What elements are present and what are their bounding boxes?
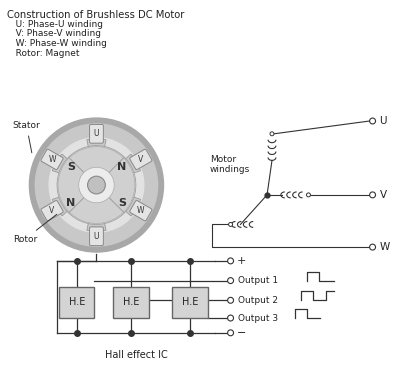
Wedge shape: [87, 217, 106, 231]
Text: N: N: [118, 162, 127, 172]
Text: Output 1: Output 1: [238, 276, 278, 285]
Wedge shape: [87, 139, 106, 153]
Wedge shape: [69, 185, 124, 224]
FancyBboxPatch shape: [90, 124, 103, 143]
Text: W: W: [380, 242, 390, 252]
Text: U: U: [380, 116, 387, 126]
Circle shape: [370, 118, 376, 124]
Circle shape: [370, 244, 376, 250]
FancyBboxPatch shape: [59, 286, 94, 318]
Text: Stator: Stator: [13, 122, 40, 153]
Wedge shape: [52, 195, 72, 216]
Text: W: W: [137, 206, 145, 215]
Text: Construction of Brushless DC Motor: Construction of Brushless DC Motor: [7, 10, 184, 20]
Wedge shape: [121, 154, 140, 175]
Text: H.E: H.E: [123, 297, 139, 307]
Wedge shape: [69, 147, 124, 185]
Wedge shape: [96, 158, 135, 212]
Circle shape: [270, 132, 274, 136]
FancyBboxPatch shape: [41, 149, 63, 170]
Circle shape: [228, 258, 234, 264]
Text: Output 2: Output 2: [238, 296, 278, 305]
Wedge shape: [52, 154, 72, 175]
FancyBboxPatch shape: [41, 201, 63, 221]
Text: H.E: H.E: [182, 297, 198, 307]
Text: Hall effect IC: Hall effect IC: [104, 350, 167, 360]
FancyBboxPatch shape: [90, 227, 103, 246]
Text: windings: windings: [210, 165, 250, 174]
Text: Rotor: Rotor: [13, 214, 57, 244]
Circle shape: [79, 167, 114, 203]
Text: V: Phase-V winding: V: Phase-V winding: [7, 29, 101, 38]
Text: W: Phase-W winding: W: Phase-W winding: [7, 39, 106, 48]
Circle shape: [35, 124, 158, 246]
Text: −: −: [236, 328, 246, 338]
Circle shape: [49, 138, 144, 232]
Text: U: U: [94, 232, 99, 241]
Text: +: +: [236, 256, 246, 266]
Circle shape: [228, 297, 234, 303]
Circle shape: [228, 330, 234, 336]
Text: U: Phase-U winding: U: Phase-U winding: [7, 20, 103, 28]
Text: U: U: [94, 129, 99, 138]
Circle shape: [228, 315, 234, 321]
Text: H.E: H.E: [68, 297, 85, 307]
FancyBboxPatch shape: [130, 149, 152, 170]
Text: V: V: [50, 206, 55, 215]
Text: Output 3: Output 3: [238, 314, 278, 322]
Circle shape: [228, 278, 234, 284]
Text: Rotor: Magnet: Rotor: Magnet: [7, 49, 79, 58]
FancyBboxPatch shape: [130, 201, 152, 221]
Circle shape: [306, 193, 310, 197]
Text: V: V: [138, 155, 144, 164]
Circle shape: [30, 118, 164, 252]
Text: V: V: [380, 190, 386, 200]
Text: Motor: Motor: [210, 156, 236, 165]
FancyBboxPatch shape: [113, 286, 149, 318]
Wedge shape: [58, 158, 96, 212]
Text: W: W: [48, 155, 56, 164]
Wedge shape: [121, 195, 140, 216]
Circle shape: [88, 176, 105, 194]
Circle shape: [57, 146, 136, 225]
Text: N: N: [66, 198, 76, 208]
Text: S: S: [118, 198, 126, 208]
Circle shape: [370, 192, 376, 198]
Text: S: S: [67, 162, 75, 172]
Circle shape: [228, 222, 232, 226]
FancyBboxPatch shape: [172, 286, 208, 318]
